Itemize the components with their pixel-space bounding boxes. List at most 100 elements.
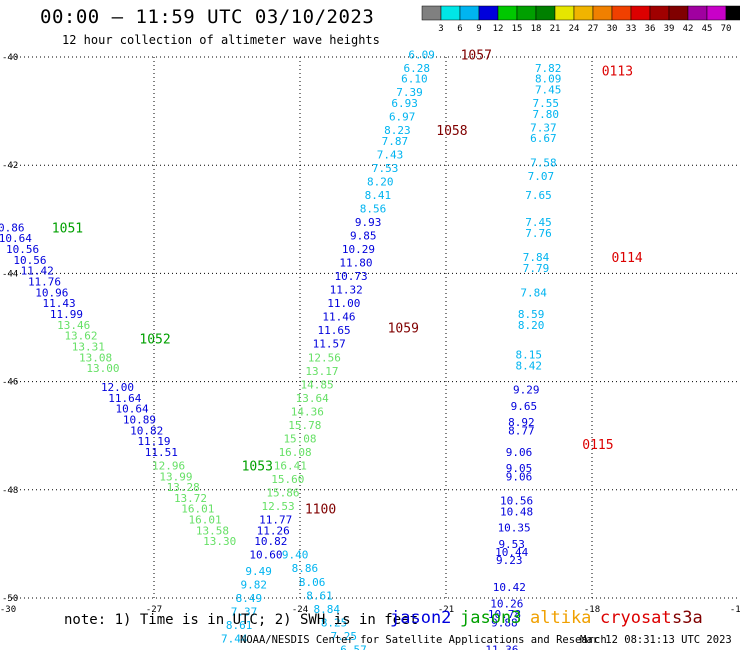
wave-height-point: 8.06 — [299, 576, 326, 589]
wave-height-point: 13.64 — [296, 392, 329, 405]
x-tick-label: -18 — [584, 605, 600, 615]
colorbar-swatch — [497, 5, 518, 21]
colorbar-swatch — [459, 5, 480, 21]
wave-height-point: 10.86 — [0, 221, 25, 234]
wave-height-point: 8.49 — [236, 592, 263, 605]
satellite-legend-jason2: jason2 — [390, 608, 452, 628]
wave-height-point: 7.55 — [533, 97, 560, 110]
satellite-legend-s3a: s3a — [672, 608, 703, 628]
wave-height-point: 13.28 — [167, 481, 200, 494]
wave-height-point: 10.78 — [488, 608, 521, 621]
wave-height-point: 10.29 — [342, 243, 375, 256]
wave-height-point: 10.48 — [500, 505, 533, 518]
wave-height-point: 8.61 — [306, 589, 333, 602]
wave-height-point: 11.36 — [485, 643, 518, 650]
wave-height-point: 8.86 — [292, 562, 319, 575]
wave-height-point: 9.23 — [496, 554, 523, 567]
wave-height-point: 6.09 — [408, 48, 435, 61]
colorbar-label: 39 — [664, 24, 675, 34]
pass-labels: 1057 1058 1059 1100 1051 1052 1053 0113 0114 0115 — [52, 48, 643, 517]
wave-height-point: 11.46 — [322, 311, 355, 324]
wave-height-point: 10.73 — [335, 270, 368, 283]
wave-height-point: 7.37 — [530, 121, 557, 134]
wave-height-point: 15.60 — [271, 473, 304, 486]
colorbar-swatch — [687, 5, 708, 21]
wave-height-point: 11.76 — [28, 276, 61, 289]
pass-label: 1059 — [388, 322, 419, 337]
wave-height-point: 13.08 — [79, 351, 112, 364]
colorbar-swatch — [725, 5, 740, 21]
wave-height-point: 8.41 — [365, 189, 392, 202]
wave-height-point: 12.56 — [308, 351, 341, 364]
colorbar-swatch — [421, 5, 442, 21]
colorbar-swatch — [706, 5, 727, 21]
pass-label: 1052 — [139, 332, 170, 347]
wave-height-point: 9.06 — [506, 446, 533, 459]
colorbar-swatch — [649, 5, 670, 21]
y-tick-label: -46 — [2, 378, 18, 388]
wave-height-point: 7.82 — [535, 62, 562, 75]
wave-height-point: 9.40 — [282, 549, 309, 562]
wave-height-point: 10.82 — [254, 535, 287, 548]
x-tick-label: -21 — [438, 605, 454, 615]
wave-height-point: 13.99 — [159, 470, 192, 483]
pass-label: 1057 — [461, 48, 492, 63]
wave-height-point: 7.37 — [231, 606, 258, 619]
footnote: note: 1) Time is in UTC; 2) SWH is in fe… — [64, 612, 419, 628]
colorbar-swatch — [668, 5, 689, 21]
wave-height-point: 12.53 — [262, 500, 295, 513]
wave-height-point: 9.06 — [506, 470, 533, 483]
wave-height-point: 6.28 — [404, 62, 431, 75]
wave-height-point: 13.62 — [64, 330, 97, 343]
wave-height-point: 11.77 — [259, 514, 292, 527]
colorbar-label: 12 — [493, 24, 504, 34]
wave-height-point: 7.84 — [523, 251, 550, 264]
wave-height-point: 12.00 — [101, 381, 134, 394]
satellite-legend-jason3: jason3 — [460, 608, 522, 628]
wave-height-point: 16.08 — [279, 446, 312, 459]
wave-height-point: 14.36 — [291, 405, 324, 418]
colorbar-label: 27 — [588, 24, 599, 34]
wave-height-point: 10.60 — [249, 549, 282, 562]
wave-height-point: 9.05 — [506, 462, 533, 475]
colorbar-swatch — [478, 5, 499, 21]
x-tick-label: -27 — [146, 605, 162, 615]
pass-label: 0115 — [582, 438, 613, 453]
wave-height-point: 10.56 — [6, 243, 39, 256]
colorbar-swatch — [630, 5, 651, 21]
colorbar-label: 30 — [607, 24, 618, 34]
wave-height-point: 15.78 — [288, 419, 321, 432]
wave-height-point: 7.87 — [382, 135, 409, 148]
colorbar-swatch — [554, 5, 575, 21]
wave-height-point: 8.56 — [360, 202, 387, 215]
axis-ticks: -30 -27 -24 -21 -18 -15 -40 -42 -44 -46 -48 -50 — [0, 53, 740, 615]
data-points: 6.096.286.107.396.936.978.237.877.437.53… — [0, 48, 561, 650]
wave-height-point: 7.65 — [525, 189, 552, 202]
wave-height-point: 7.84 — [520, 286, 547, 299]
wave-height-point: 11.42 — [21, 265, 54, 278]
wave-height-point: 8.92 — [508, 416, 535, 429]
wave-height-point: 9.29 — [513, 384, 540, 397]
wave-height-point: 14.85 — [300, 378, 333, 391]
wave-height-point: 8.61 — [226, 619, 253, 632]
colorbar-swatch — [440, 5, 461, 21]
wave-height-point: 11.65 — [318, 324, 351, 337]
wave-height-point: 8.84 — [314, 603, 341, 616]
wave-height-point: 6.10 — [401, 73, 428, 86]
x-tick-label: -30 — [0, 605, 16, 615]
wave-height-point: 10.82 — [130, 424, 163, 437]
wave-height-point: 8.09 — [535, 73, 562, 86]
colorbar-label: 18 — [531, 24, 542, 34]
wave-height-point: 11.57 — [313, 338, 346, 351]
wave-height-point: 8.20 — [518, 319, 545, 332]
page-title: 00:00 – 11:59 UTC 03/10/2023 — [40, 6, 375, 28]
wave-height-point: 13.58 — [196, 524, 229, 537]
satellite-legend-altika: altika — [530, 608, 592, 628]
colorbar-swatch — [611, 5, 632, 21]
wave-height-point: 11.80 — [339, 257, 372, 270]
wave-height-point: 10.96 — [35, 286, 68, 299]
timestamp: Mar 12 08:31:13 UTC 2023 — [580, 634, 732, 646]
wave-height-point: 7.53 — [372, 162, 399, 175]
wave-height-point: 9.82 — [241, 578, 268, 591]
wave-height-point: 16.01 — [181, 503, 214, 516]
